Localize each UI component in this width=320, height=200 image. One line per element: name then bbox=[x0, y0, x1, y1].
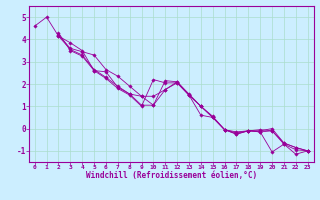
X-axis label: Windchill (Refroidissement éolien,°C): Windchill (Refroidissement éolien,°C) bbox=[86, 171, 257, 180]
